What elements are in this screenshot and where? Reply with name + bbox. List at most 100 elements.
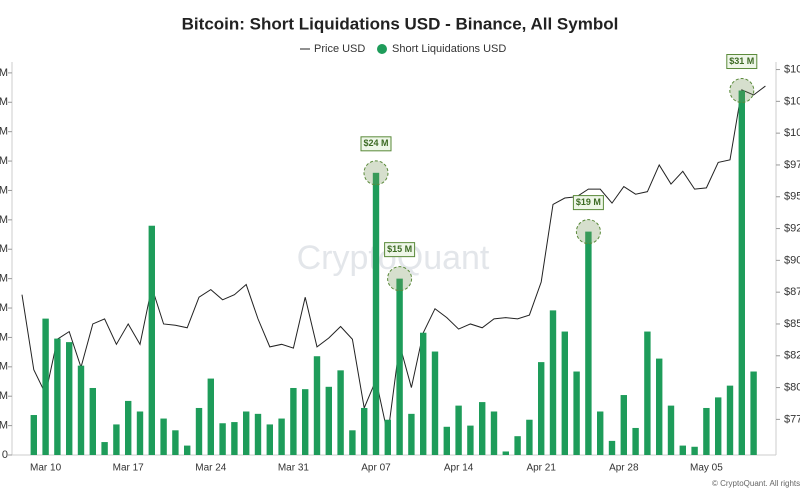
bar [101,442,108,455]
bar [172,430,179,455]
legend-label: Short Liquidations USD [392,43,506,55]
bar [479,402,486,455]
bar [750,371,757,455]
bar [361,407,368,455]
y-tick-label: $10M [0,331,8,343]
y2-tick-label: $82.5K [784,350,800,362]
y2-tick-label: $102.5K [784,95,800,107]
bar [408,413,415,455]
bar [620,395,627,455]
bar [113,424,120,455]
bar [30,415,37,455]
y-tick-label: $30M [0,96,8,108]
bar [66,342,73,455]
highlight-circle [575,219,601,245]
bar [585,231,592,455]
bar [42,318,49,455]
bar [184,445,191,455]
y-tick-label: $20M [0,214,8,226]
bar [679,445,686,455]
bar [148,225,155,455]
y2-tick-label: $97.5K [784,159,800,171]
y-tick-label: $2.5M [0,420,8,432]
bar [608,440,616,455]
bar [431,351,439,455]
bar [644,331,651,455]
bar [526,419,533,455]
label-box [572,195,604,211]
bar [254,413,262,455]
bar [125,400,132,455]
highlight-circle [729,78,755,104]
highlight-circle [363,160,389,186]
x-tick-label: May 05 [690,463,723,474]
bar [467,425,474,455]
x-tick-label: Apr 21 [526,463,556,474]
y-tick-label: $7.5M [0,361,8,373]
bar [77,365,85,455]
y-tick-label: $25M [0,155,8,167]
x-tick-label: Apr 14 [444,463,474,474]
y-tick-label: $12.5M [0,302,8,314]
y-tick-label: $5M [0,390,8,402]
y2-tick-label: $87.5K [784,286,800,298]
y2-tick-label: $85K [784,318,800,330]
bar [667,405,675,455]
bar [160,418,167,455]
legend-swatch [377,44,387,54]
bar [290,387,297,455]
bar [538,362,545,455]
bar [738,90,745,456]
y-tick-label: 0 [2,449,8,461]
y2-tick-label: $92.5K [784,222,800,234]
y2-tick-label: $90K [784,254,800,266]
bar [632,427,639,455]
bar [231,422,238,455]
bar [726,385,734,455]
y2-tick-label: $77.5K [784,413,800,425]
bar [302,389,309,455]
y2-tick-label: $80K [784,381,800,393]
bar [561,331,568,455]
bar [337,370,344,455]
label-box [360,136,392,152]
y2-tick-label: $105K [784,63,800,75]
bar [219,423,226,455]
price-line [21,85,766,435]
bar [656,358,663,455]
data-label: $31 M [729,56,754,66]
bar [502,451,509,455]
bar [89,387,96,455]
bar [278,418,285,455]
bar [195,407,203,455]
x-tick-label: Mar 24 [195,463,227,474]
bar [325,386,332,455]
bar [207,378,214,455]
bar [313,356,321,455]
bar [703,407,710,455]
highlight-circle [387,266,413,292]
x-tick-label: Mar 10 [30,463,62,474]
bar [54,338,61,455]
bar [443,426,450,455]
bar [597,411,604,455]
x-tick-label: Apr 07 [361,463,391,474]
data-label: $15 M [387,244,412,254]
bar [349,430,356,455]
y-tick-label: $17.5M [0,243,8,255]
x-tick-label: Mar 17 [113,463,145,474]
label-box [726,54,758,70]
chart-title: Bitcoin: Short Liquidations USD - Binanc… [182,14,619,33]
bar [420,332,427,455]
y-tick-label: $22.5M [0,184,8,196]
data-label: $19 M [576,197,601,207]
bar [691,446,698,455]
data-label: $24 M [363,138,388,148]
bar [455,405,462,455]
legend-label: Price USD [314,43,365,55]
bar [715,397,722,455]
y2-tick-label: $100K [784,127,800,139]
y-tick-label: $27.5M [0,126,8,138]
bar [243,411,250,455]
bar [136,411,144,455]
